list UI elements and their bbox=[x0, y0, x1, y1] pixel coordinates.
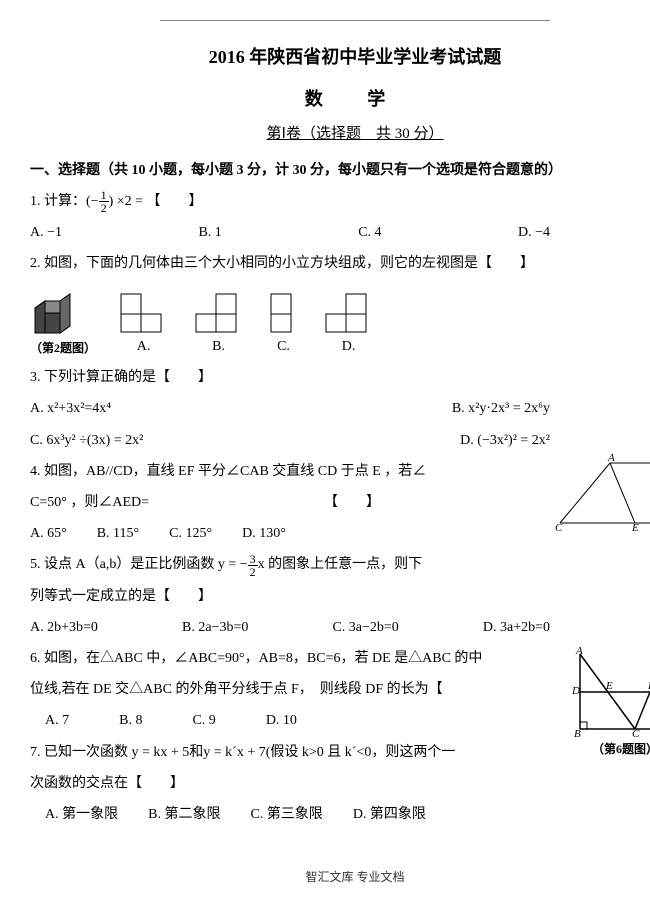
q7-options: A. 第一象限 B. 第二象限 C. 第三象限 D. 第四象限 bbox=[45, 802, 650, 827]
q6-opt-b: B. 8 bbox=[119, 708, 142, 733]
q2-opt-c-fig: C. bbox=[266, 289, 301, 359]
q7-opt-b: B. 第二象限 bbox=[148, 802, 220, 827]
q2-figures: （第2题图） A. B. C. D. bbox=[30, 283, 650, 360]
question-1: 1. 计算：(−12) ×2 = 【 】 bbox=[30, 189, 650, 214]
question-7-line2: 次函数的交点在【 】 bbox=[30, 771, 650, 796]
q7-opt-a: A. 第一象限 bbox=[45, 802, 118, 827]
question-6-line2: 位线,若在 DE 交△ABC 的外角平分线于点 F， 则线段 DF 的长为【 bbox=[30, 677, 650, 702]
q1-fraction: 12 bbox=[99, 189, 109, 214]
q6-options: A. 7 B. 8 C. 9 D. 10 bbox=[45, 708, 560, 733]
question-5: 5. 设点 A（a,b）是正比例函数 y = −32x 的图象上任意一点，则下 bbox=[30, 552, 650, 577]
q6-figure: A D E F B C M （第6题图） bbox=[570, 644, 650, 761]
q6-opt-c: C. 9 bbox=[192, 708, 215, 733]
q5-pre: 5. 设点 A（a,b）是正比例函数 y = − bbox=[30, 557, 248, 572]
q3-row2: C. 6x³y² ÷(3x) = 2x² D. (−3x²)² = 2x² bbox=[30, 428, 550, 453]
q2-opt-d-fig: D. bbox=[321, 289, 376, 359]
q2-solid-figure: （第2题图） bbox=[30, 283, 96, 360]
q1-stem-post: ) ×2 = 【 】 bbox=[109, 194, 203, 209]
q1-opt-d: D. −4 bbox=[518, 220, 550, 245]
svg-text:D: D bbox=[571, 685, 580, 697]
q7-opt-c: C. 第三象限 bbox=[250, 802, 322, 827]
exam-title: 2016 年陕西省初中毕业学业考试试题 bbox=[30, 41, 650, 73]
q5-opt-b: B. 2a−3b=0 bbox=[182, 615, 248, 640]
q5-options: A. 2b+3b=0 B. 2a−3b=0 C. 3a−2b=0 D. 3a+2… bbox=[30, 615, 550, 640]
q3-opt-a: A. x²+3x²=4x⁴ bbox=[30, 396, 111, 421]
q2-opt-b: B. bbox=[191, 334, 246, 359]
q2-opt-d: D. bbox=[321, 334, 376, 359]
svg-text:E: E bbox=[605, 680, 613, 692]
q5-opt-d: D. 3a+2b=0 bbox=[483, 615, 550, 640]
section-intro: 一、选择题（共 10 小题，每小题 3 分，计 30 分，每小题只有一个选项是符… bbox=[30, 158, 650, 183]
svg-text:E: E bbox=[631, 522, 639, 533]
q5-fraction: 32 bbox=[248, 553, 258, 578]
q3-opt-c: C. 6x³y² ÷(3x) = 2x² bbox=[30, 428, 143, 453]
q1-stem-pre: 1. 计算：(− bbox=[30, 194, 99, 209]
question-5-line2: 列等式一定成立的是【 】 bbox=[30, 584, 650, 609]
q2-opt-b-fig: B. bbox=[191, 289, 246, 359]
q3-row1: A. x²+3x²=4x⁴ B. x²y·2x³ = 2x⁶y bbox=[30, 396, 550, 421]
q7-opt-d: D. 第四象限 bbox=[353, 802, 426, 827]
q1-options: A. −1 B. 1 C. 4 D. −4 bbox=[30, 220, 550, 245]
q5-post: x 的图象上任意一点，则下 bbox=[258, 557, 423, 572]
q4-opt-b: B. 115° bbox=[97, 521, 139, 546]
top-divider bbox=[160, 20, 550, 21]
page-footer: 智汇文库 专业文档 bbox=[30, 867, 650, 889]
q5-opt-c: C. 3a−2b=0 bbox=[332, 615, 398, 640]
q2-opt-a: A. bbox=[116, 334, 171, 359]
section-title: 第Ⅰ卷（选择题 共 30 分） bbox=[30, 121, 650, 148]
q4-options: A. 65° B. 115° C. 125° D. 130° bbox=[30, 521, 540, 546]
question-2-stem: 2. 如图，下面的几何体由三个大小相同的小立方块组成，则它的左视图是【 】 bbox=[30, 251, 650, 276]
q4-opt-d: D. 130° bbox=[242, 521, 286, 546]
q3-opt-b: B. x²y·2x³ = 2x⁶y bbox=[452, 396, 550, 421]
q1-opt-a: A. −1 bbox=[30, 220, 62, 245]
q2-opt-a-fig: A. bbox=[116, 289, 171, 359]
q1-opt-b: B. 1 bbox=[198, 220, 221, 245]
q1-opt-c: C. 4 bbox=[358, 220, 381, 245]
svg-text:C: C bbox=[632, 728, 640, 739]
q6-caption: （第6题图） bbox=[570, 739, 650, 761]
question-7-line1: 7. 已知一次函数 y = kx + 5和y = k´x + 7(假设 k>0 … bbox=[30, 740, 650, 765]
q6-opt-a: A. 7 bbox=[45, 708, 69, 733]
svg-text:A: A bbox=[607, 453, 615, 464]
question-6-line1: 6. 如图，在△ABC 中，∠ABC=90°，AB=8，BC=6，若 DE 是△… bbox=[30, 646, 650, 671]
q2-caption: （第2题图） bbox=[30, 338, 96, 360]
question-3-stem: 3. 下列计算正确的是【 】 bbox=[30, 365, 650, 390]
svg-text:C: C bbox=[555, 522, 563, 533]
q2-opt-c: C. bbox=[266, 334, 301, 359]
q4-opt-a: A. 65° bbox=[30, 521, 67, 546]
svg-text:B: B bbox=[574, 728, 581, 739]
q4-opt-c: C. 125° bbox=[169, 521, 212, 546]
svg-text:A: A bbox=[575, 645, 583, 657]
q6-opt-d: D. 10 bbox=[266, 708, 297, 733]
subject-title: 数 学 bbox=[30, 83, 650, 115]
q5-opt-a: A. 2b+3b=0 bbox=[30, 615, 98, 640]
q4-figure: A B C E D bbox=[550, 453, 650, 533]
q3-opt-d: D. (−3x²)² = 2x² bbox=[460, 428, 550, 453]
